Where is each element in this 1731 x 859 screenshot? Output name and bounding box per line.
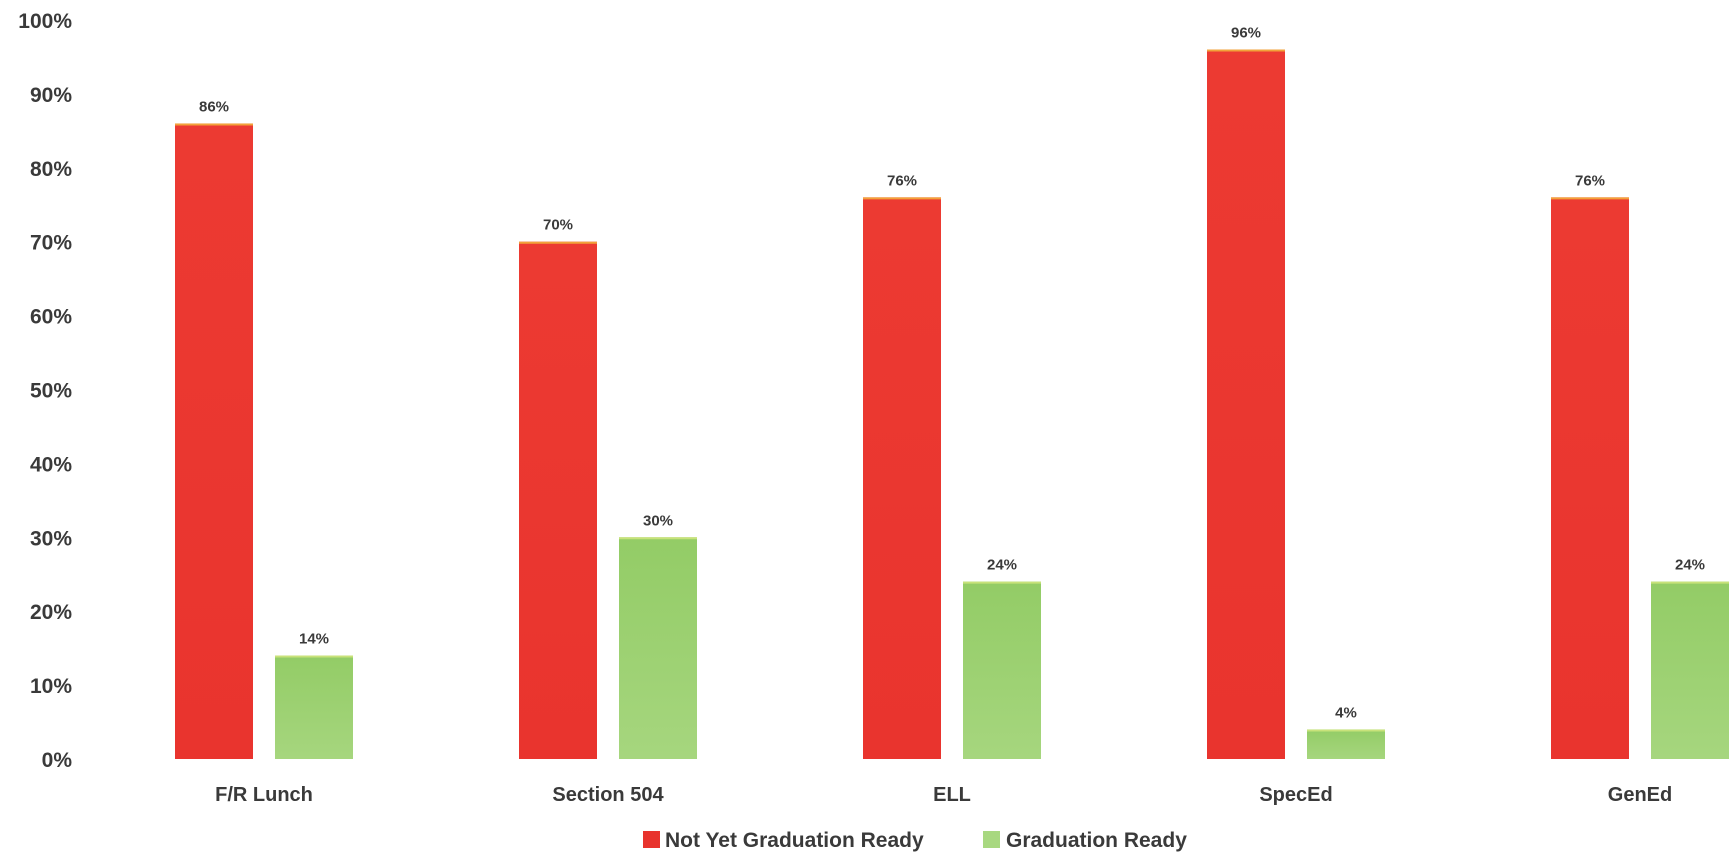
series-not-yet-graduation-ready: 86% 70% 76% 96% 76% [175, 25, 1629, 760]
y-tick-label: 50% [30, 380, 72, 403]
y-tick-label: 10% [30, 675, 72, 698]
y-tick-label: 0% [42, 749, 73, 772]
legend-swatch [643, 831, 660, 848]
x-tick-label: Section 504 [552, 784, 664, 806]
data-label: 86% [199, 98, 229, 115]
legend-swatch [983, 831, 1000, 848]
data-label: 76% [1575, 172, 1605, 189]
bar [1207, 49, 1285, 760]
bar [619, 537, 697, 759]
y-tick-label: 80% [30, 158, 72, 181]
data-label: 4% [1335, 704, 1357, 721]
y-tick-label: 40% [30, 453, 72, 476]
y-tick-label: 60% [30, 306, 72, 329]
bar [1307, 729, 1385, 759]
x-tick-label: ELL [933, 784, 971, 806]
bar [1551, 197, 1629, 760]
bar [519, 241, 597, 759]
data-label: 70% [543, 217, 573, 234]
data-label: 24% [987, 557, 1017, 574]
x-tick-label: SpecEd [1259, 784, 1332, 806]
y-tick-label: 70% [30, 232, 72, 255]
legend-item: Graduation Ready [983, 829, 1187, 852]
data-label: 76% [887, 172, 917, 189]
bar [175, 123, 253, 759]
data-label: 96% [1231, 25, 1261, 42]
legend-item: Not Yet Graduation Ready [643, 829, 924, 852]
bar [275, 655, 353, 759]
legend: Not Yet Graduation Ready Graduation Ready [643, 829, 1187, 852]
x-tick-label: GenEd [1608, 784, 1672, 806]
bar [963, 581, 1041, 759]
data-label: 30% [643, 512, 673, 529]
y-axis: 0% 10% 20% 30% 40% 50% 60% 70% 80% 90% 100% [18, 10, 72, 772]
legend-label: Graduation Ready [1006, 829, 1187, 852]
x-axis: F/R Lunch Section 504 ELL SpecEd GenEd [215, 784, 1672, 806]
y-tick-label: 20% [30, 601, 72, 624]
y-tick-label: 30% [30, 527, 72, 550]
bar [1651, 581, 1729, 759]
bar [863, 197, 941, 760]
series-graduation-ready: 14% 30% 24% 4% 24% [275, 512, 1729, 759]
y-tick-label: 90% [30, 84, 72, 107]
data-label: 24% [1675, 557, 1705, 574]
x-tick-label: F/R Lunch [215, 784, 313, 806]
y-tick-label: 100% [18, 10, 72, 33]
legend-label: Not Yet Graduation Ready [665, 829, 924, 852]
bars-group: 86% 70% 76% 96% 76% 14% 30% 24% 4% 24% [175, 25, 1729, 760]
data-label: 14% [299, 631, 329, 648]
